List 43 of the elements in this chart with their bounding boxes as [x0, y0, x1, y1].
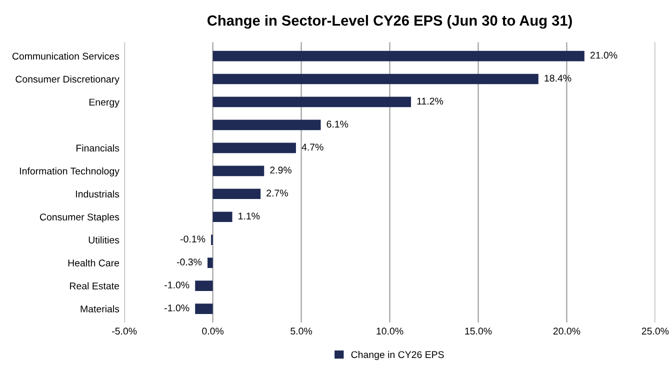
bar [212, 120, 321, 130]
x-tick-label: -5.0% [112, 328, 137, 335]
y-tick-label: Health Care [68, 259, 120, 266]
data-label: -0.1% [180, 236, 206, 242]
y-tick-label: Energy [89, 98, 120, 108]
data-label: 1.1% [238, 212, 260, 220]
x-tick-label: 20.0% [553, 328, 580, 335]
x-tick-label: 25.0% [642, 328, 669, 335]
y-tick-label: Communication Services [12, 52, 120, 60]
bar [207, 258, 213, 268]
x-tick-label: 5.0% [290, 328, 312, 335]
x-tick-label: 0.0% [202, 328, 224, 335]
x-tick-label: 10.0% [376, 328, 404, 335]
y-tick-label: Consumer Discretionary [16, 75, 120, 85]
bar [212, 142, 296, 154]
data-label: 18.4% [544, 74, 572, 82]
chart-title: Change in Sector-Level CY26 EPS (Jun 30 to Aug 31) [208, 15, 572, 29]
y-tick-label: Materials [80, 305, 120, 312]
y-tick-label: Consumer Staples [40, 213, 120, 222]
bar [212, 212, 232, 222]
data-label: -1.0% [164, 304, 190, 312]
bar [212, 74, 538, 84]
x-tick-label: 15.0% [465, 328, 492, 335]
data-label: 2.9% [270, 166, 292, 174]
y-tick-label: Real Estate [70, 282, 120, 290]
bar [195, 280, 213, 291]
data-label: 21.0% [590, 52, 618, 59]
data-label: 2.7% [266, 190, 288, 196]
y-tick-label: Industrials [76, 190, 120, 198]
bar [212, 50, 584, 62]
y-tick-label: Utilities [88, 236, 120, 244]
y-tick-label: Financials [76, 144, 120, 152]
bar [212, 96, 411, 108]
bar [212, 166, 264, 176]
data-label: 6.1% [326, 120, 348, 128]
y-tick-label: Information Technology [20, 167, 120, 176]
data-label: 4.7% [302, 144, 324, 151]
bar [212, 188, 261, 200]
data-label: -1.0% [164, 282, 190, 288]
data-label: 11.2% [417, 98, 444, 105]
bar [195, 304, 213, 314]
data-label: -0.3% [176, 258, 202, 266]
legend-label: Change in CY26 EPS [351, 350, 444, 360]
